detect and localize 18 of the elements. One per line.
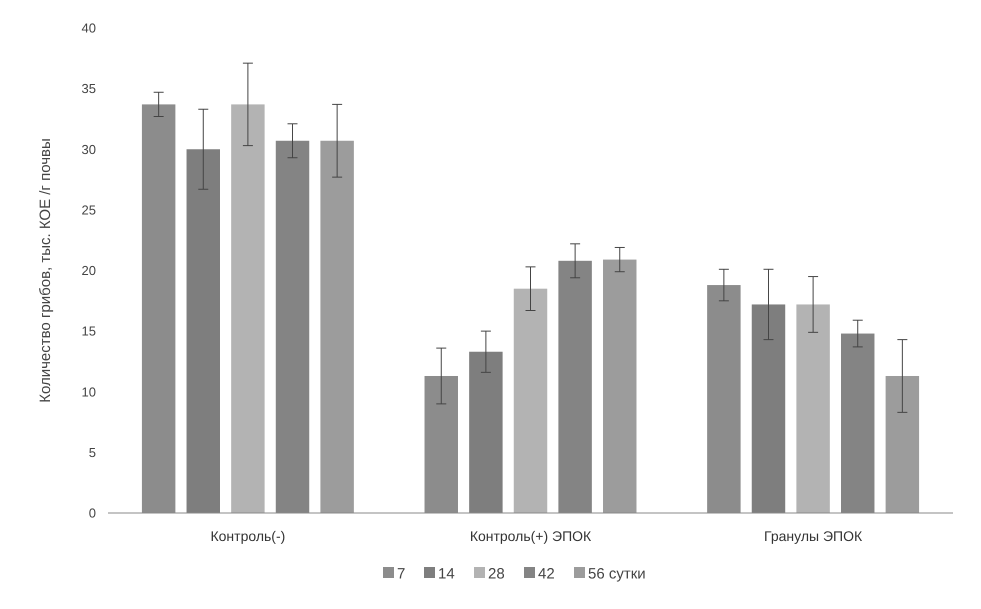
- y-tick-label: 25: [82, 202, 96, 218]
- legend-label: 42: [538, 565, 555, 582]
- x-tick-label: Контроль(+) ЭПОК: [470, 528, 592, 544]
- y-tick-label: 20: [82, 263, 96, 278]
- y-tick-label: 35: [82, 81, 96, 96]
- x-tick-label: Контроль(-): [210, 528, 286, 544]
- y-tick-label: 0: [88, 506, 96, 521]
- y-tick-label: 15: [82, 324, 96, 339]
- legend-label: 14: [438, 565, 455, 582]
- x-tick-label: Гранулы ЭПОК: [764, 528, 863, 544]
- legend-label: 7: [397, 565, 406, 582]
- legend-label: 28: [488, 565, 505, 582]
- y-tick-label: 10: [82, 384, 96, 400]
- y-axis-title: Количество грибов, тыс. КОЕ /г почвы: [37, 138, 54, 403]
- y-tick-label: 5: [88, 444, 96, 460]
- y-tick-label: 40: [82, 20, 96, 36]
- legend-label: 56 сутки: [588, 565, 646, 582]
- y-tick-label: 30: [82, 142, 96, 157]
